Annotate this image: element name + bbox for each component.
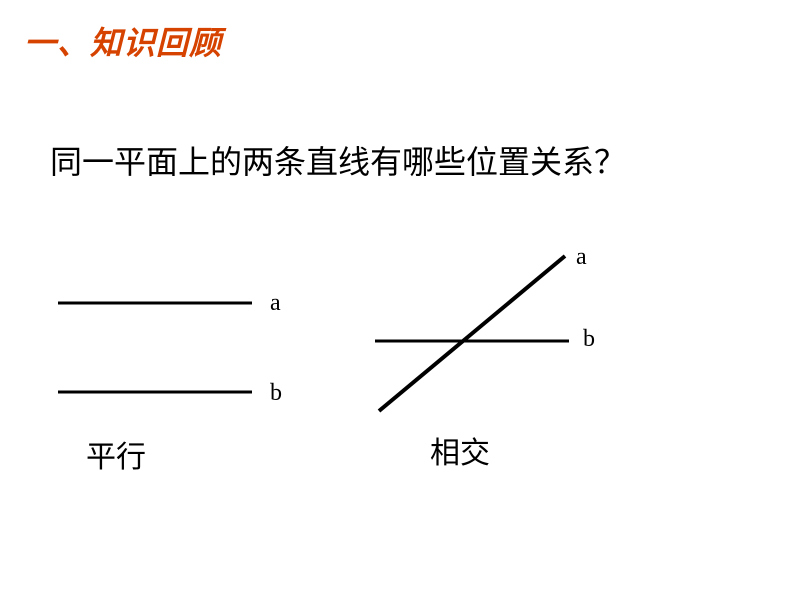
intersect-caption: 相交 (430, 428, 490, 472)
intersect-label-b: b (583, 326, 595, 353)
parallel-label-a: a (270, 290, 281, 317)
parallel-label-b: b (270, 380, 282, 407)
slide-root: 一、知识回顾 同一平面上的两条直线有哪些位置关系？ a b 平行 a b 相交 (0, 0, 794, 596)
diagram-svg (0, 0, 794, 596)
intersect-line-a (379, 256, 565, 411)
intersect-label-a: a (576, 244, 587, 271)
parallel-caption: 平行 (86, 432, 146, 476)
